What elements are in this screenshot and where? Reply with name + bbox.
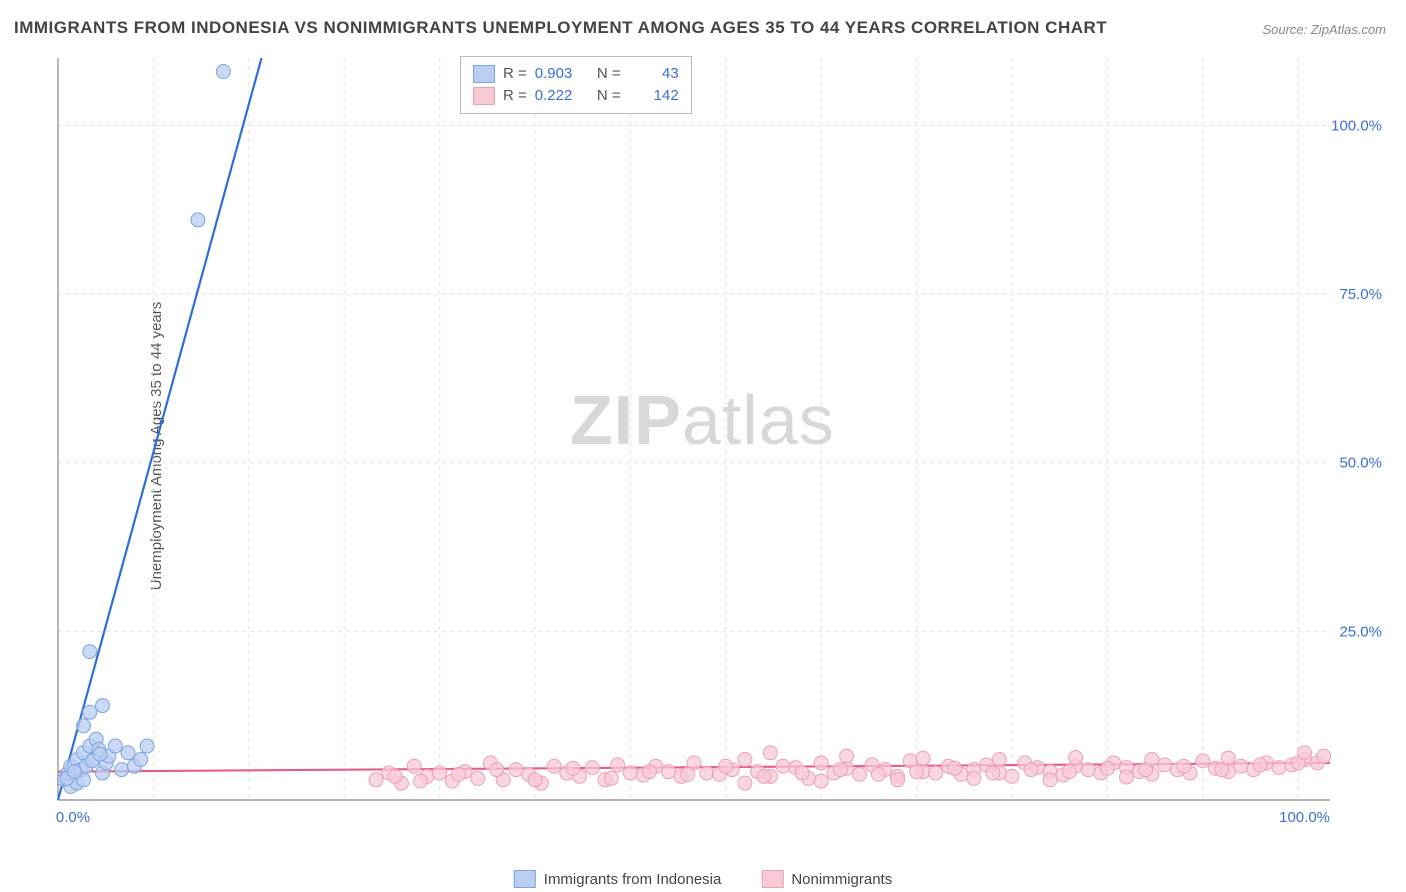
r-value-2: 0.222: [535, 85, 585, 107]
stats-legend: R = 0.903 N = 43 R = 0.222 N = 142: [460, 56, 692, 114]
legend-item: Immigrants from Indonesia: [514, 870, 722, 888]
svg-text:50.0%: 50.0%: [1339, 455, 1382, 472]
stats-row-2: R = 0.222 N = 142: [473, 85, 679, 107]
stats-row-1: R = 0.903 N = 43: [473, 63, 679, 85]
r-label: R =: [503, 85, 527, 107]
n-label: N =: [593, 85, 621, 107]
legend-swatch: [514, 870, 536, 888]
svg-text:25.0%: 25.0%: [1339, 623, 1382, 640]
svg-text:100.0%: 100.0%: [1279, 809, 1330, 826]
r-value-1: 0.903: [535, 63, 585, 85]
n-value-2: 142: [629, 85, 679, 107]
legend-label: Immigrants from Indonesia: [544, 871, 722, 888]
n-label: N =: [593, 63, 621, 85]
source-label: Source: ZipAtlas.com: [1262, 22, 1386, 37]
legend-swatch: [761, 870, 783, 888]
legend-label: Nonimmigrants: [791, 871, 892, 888]
scatter-plot: 25.0% 50.0% 75.0% 100.0% 0.0% 100.0%: [50, 50, 1390, 840]
svg-text:75.0%: 75.0%: [1339, 286, 1382, 303]
svg-text:100.0%: 100.0%: [1331, 117, 1382, 134]
n-value-1: 43: [629, 63, 679, 85]
swatch-series-1: [473, 65, 495, 83]
svg-text:0.0%: 0.0%: [56, 809, 90, 826]
r-label: R =: [503, 63, 527, 85]
chart-title: IMMIGRANTS FROM INDONESIA VS NONIMMIGRAN…: [14, 18, 1107, 38]
swatch-series-2: [473, 87, 495, 105]
legend-item: Nonimmigrants: [761, 870, 892, 888]
bottom-legend: Immigrants from Indonesia Nonimmigrants: [514, 870, 892, 888]
